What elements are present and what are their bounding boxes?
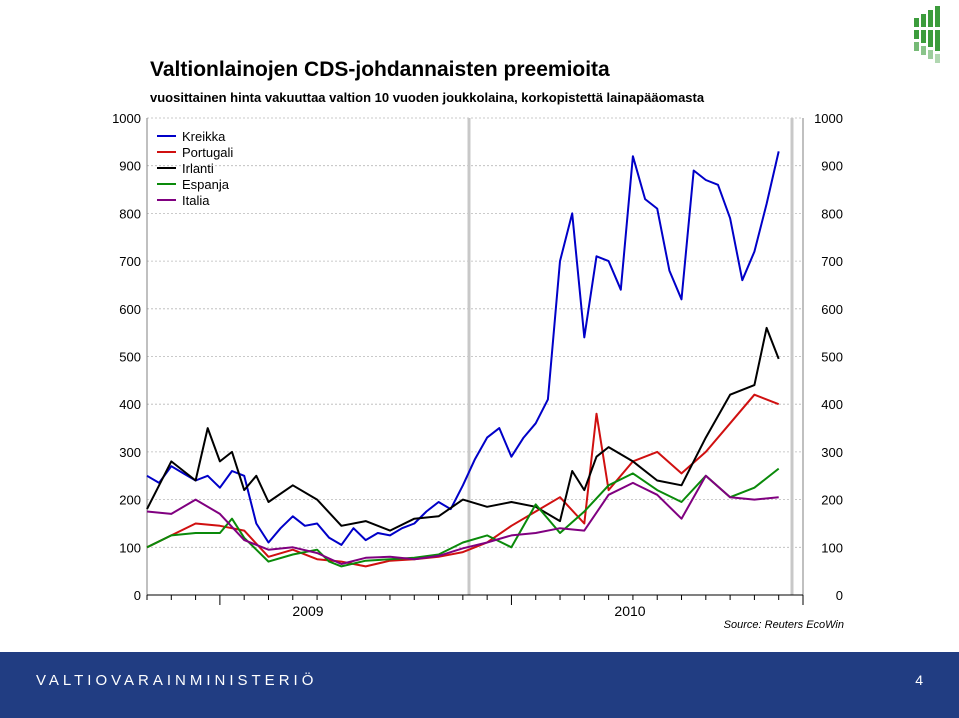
legend-label: Irlanti	[182, 161, 214, 176]
legend-label: Kreikka	[182, 129, 226, 144]
y-tick-label-right: 300	[821, 445, 843, 460]
series-line-portugali	[146, 393, 780, 568]
y-tick-label-right: 0	[836, 588, 843, 603]
y-tick-label-right: 400	[821, 397, 843, 412]
y-tick-label-left: 200	[119, 493, 141, 508]
x-tick-label: 2010	[614, 603, 645, 619]
chart-subtitle: vuosittainen hinta vakuuttaa valtion 10 …	[150, 90, 705, 105]
y-tick-label-left: 700	[119, 254, 141, 269]
series-line-italia	[146, 474, 779, 565]
series-line-irlanti	[146, 326, 780, 532]
ministry-name: VALTIOVARAINMINISTERIÖ	[36, 672, 318, 689]
y-tick-label-right: 100	[821, 540, 843, 555]
series-line-espanja	[146, 467, 780, 568]
logo-icon	[912, 6, 952, 75]
source-note: Source: Reuters EcoWin	[723, 619, 844, 631]
y-tick-label-left: 800	[119, 206, 141, 221]
y-tick-label-right: 600	[821, 302, 843, 317]
legend-label: Portugali	[182, 145, 233, 160]
footer-bar: VALTIOVARAINMINISTERIÖ 4	[0, 652, 959, 718]
plot-frame	[146, 118, 804, 605]
series-layer	[146, 151, 780, 568]
y-tick-label-right: 800	[821, 206, 843, 221]
y-tick-label-right: 900	[821, 159, 843, 174]
y-tick-label-left: 300	[119, 445, 141, 460]
y-tick-label-left: 400	[119, 397, 141, 412]
legend-label: Italia	[182, 193, 210, 208]
y-tick-label-left: 500	[119, 350, 141, 365]
y-tick-label-left: 600	[119, 302, 141, 317]
series-line-kreikka	[146, 151, 780, 546]
axis-layer: 0 0 100 100 200 200 300 300 400 400 500 500 600 600 70…	[112, 111, 843, 619]
legend-label: Espanja	[182, 177, 230, 192]
y-tick-label-left: 100	[119, 540, 141, 555]
y-tick-label-right: 1000	[814, 111, 843, 126]
y-tick-label-right: 700	[821, 254, 843, 269]
y-tick-label-left: 900	[119, 159, 141, 174]
x-tick-label: 2009	[292, 603, 323, 619]
page-number: 4	[915, 672, 923, 688]
grid-layer	[147, 117, 803, 595]
y-tick-label-left: 0	[134, 588, 141, 603]
y-tick-label-right: 200	[821, 493, 843, 508]
y-tick-label-left: 1000	[112, 111, 141, 126]
y-tick-label-right: 500	[821, 350, 843, 365]
chart-title: Valtionlainojen CDS-johdannaisten preemi…	[150, 58, 610, 81]
